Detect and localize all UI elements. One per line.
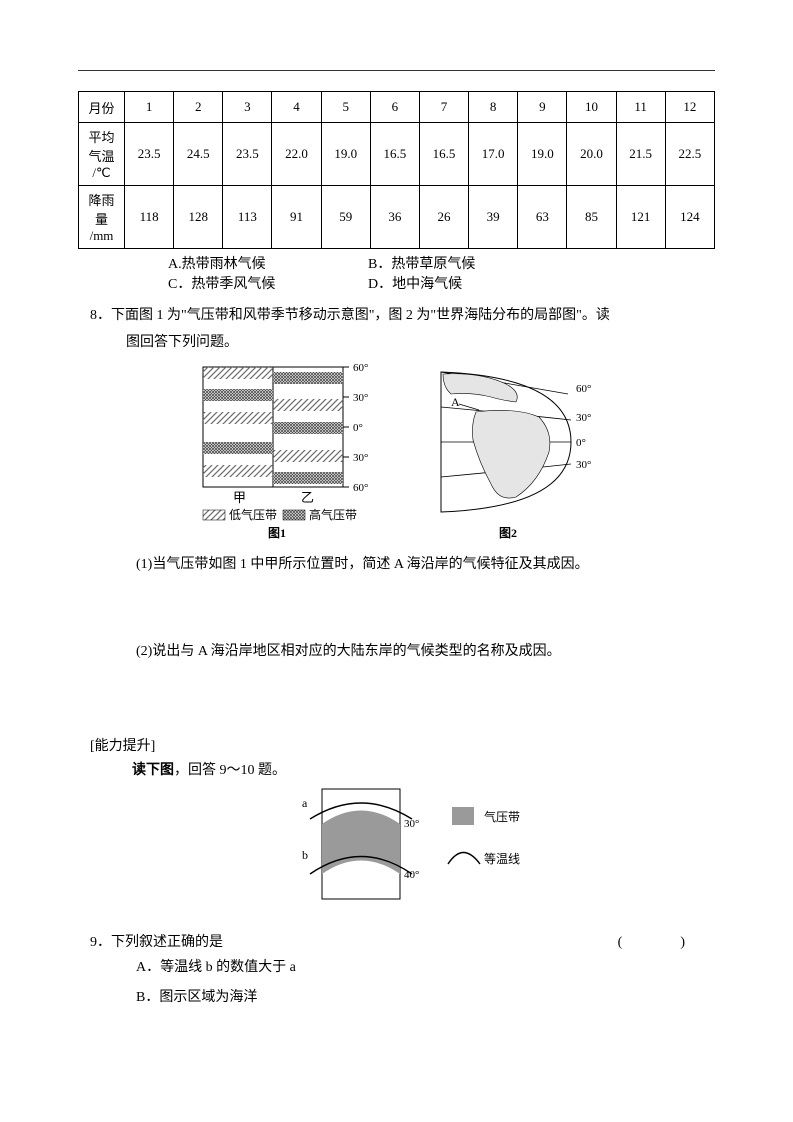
q8-sub2: (2)说出与 A 海沿岸地区相对应的大陆东岸的气候类型的名称及成因。 [136, 639, 715, 666]
cell: 121 [616, 186, 665, 249]
q9: 9．下列叙述正确的是 ( ) [90, 931, 715, 951]
cell: 7 [419, 92, 468, 123]
label-jia: 甲 [233, 490, 246, 505]
cell: 22.0 [272, 123, 321, 186]
cell: 22.5 [665, 123, 714, 186]
q7-options: A.热带雨林气候 B．热带草原气候 C．热带季风气候 D．地中海气候 [168, 253, 715, 293]
q8-text1: 下面图 1 为"气压带和风带季节移动示意图"，图 2 为"世界海陆分布的局部图"… [111, 308, 610, 323]
cell: 1 [125, 92, 174, 123]
cell: 16.5 [419, 123, 468, 186]
tick: 60° [353, 362, 368, 374]
cell: 128 [174, 186, 223, 249]
label: /℃ [92, 165, 110, 180]
label: 量 [95, 212, 108, 227]
top-rule [78, 70, 715, 71]
caption-fig2: 图2 [499, 526, 517, 540]
cell: 20.0 [567, 123, 616, 186]
table-row: 降雨 量 /mm 118 128 113 91 59 36 26 39 63 8… [79, 186, 715, 249]
label-b: b [302, 848, 308, 862]
tick: 30° [353, 452, 368, 464]
row-header-temp: 平均 气温 /℃ [79, 123, 125, 186]
label-yi: 乙 [301, 490, 314, 505]
figure-1: 60° 30° 0° 30° 60° 甲 乙 低气压带 高气压带 图 [183, 362, 393, 542]
option-c: C．热带季风气候 [168, 273, 368, 293]
cell: 16.5 [370, 123, 419, 186]
tick: 60° [576, 383, 591, 395]
cell: 118 [125, 186, 174, 249]
label-a: a [302, 796, 308, 810]
section-ability: [能力提升] 读下图，回答 9～10 题。 [90, 735, 715, 779]
figure-3-wrap: a b 30° 40° 气压带 等温线 [78, 779, 715, 919]
option-b: B．图示区域为海洋 [136, 983, 715, 1012]
cell: 2 [174, 92, 223, 123]
cell: 3 [223, 92, 272, 123]
legend-isotherm: 等温线 [484, 852, 520, 866]
row-header-month: 月份 [79, 92, 125, 123]
tick: 30° [576, 459, 591, 471]
cell: 11 [616, 92, 665, 123]
label: 气温 [88, 149, 114, 164]
cell: 19.0 [518, 123, 567, 186]
q8-num: 8． [90, 308, 111, 323]
instruction-bold: 读下图 [132, 763, 174, 778]
cell: 26 [419, 186, 468, 249]
cell: 21.5 [616, 123, 665, 186]
legend-low: 低气压带 [229, 507, 277, 522]
table-row: 平均 气温 /℃ 23.5 24.5 23.5 22.0 19.0 16.5 1… [79, 123, 715, 186]
tick: 60° [353, 482, 368, 494]
figure-2: A 60° 30° 0° 30° 图2 [421, 362, 611, 542]
cell: 23.5 [125, 123, 174, 186]
cell: 39 [469, 186, 518, 249]
table-row: 月份 1 2 3 4 5 6 7 8 9 10 11 12 [79, 92, 715, 123]
figures-q8: 60° 30° 0° 30° 60° 甲 乙 低气压带 高气压带 图 [78, 362, 715, 542]
option-a: A．等温线 b 的数值大于 a [136, 953, 715, 982]
q8-text2: 图回答下列问题。 [126, 330, 715, 357]
answer-paren: ( ) [618, 931, 695, 951]
cell: 9 [518, 92, 567, 123]
cell: 17.0 [469, 123, 518, 186]
q9-options: A．等温线 b 的数值大于 a B．图示区域为海洋 [136, 953, 715, 1012]
q9-num: 9． [90, 935, 111, 950]
legend-high: 高气压带 [309, 507, 357, 522]
cell: 63 [518, 186, 567, 249]
label-A: A [451, 395, 460, 409]
cell: 59 [321, 186, 370, 249]
tick-40: 40° [404, 869, 419, 881]
option-b: B．热带草原气候 [368, 253, 568, 273]
cell: 36 [370, 186, 419, 249]
tick: 30° [353, 392, 368, 404]
cell: 124 [665, 186, 714, 249]
tick: 30° [576, 412, 591, 424]
cell: 5 [321, 92, 370, 123]
cell: 8 [469, 92, 518, 123]
climate-table: 月份 1 2 3 4 5 6 7 8 9 10 11 12 平均 气温 /℃ 2… [78, 91, 715, 249]
cell: 10 [567, 92, 616, 123]
option-d: D．地中海气候 [368, 273, 568, 293]
cell: 19.0 [321, 123, 370, 186]
tick: 0° [353, 422, 363, 434]
instruction-rest: ，回答 9～10 题。 [174, 763, 286, 778]
q8-sub1: (1)当气压带如图 1 中甲所示位置时，简述 A 海沿岸的气候特征及其成因。 [136, 552, 715, 579]
cell: 4 [272, 92, 321, 123]
cell: 24.5 [174, 123, 223, 186]
row-header-rain: 降雨 量 /mm [79, 186, 125, 249]
cell: 12 [665, 92, 714, 123]
tick: 0° [576, 437, 586, 449]
q8: 8．下面图 1 为"气压带和风带季节移动示意图"，图 2 为"世界海陆分布的局部… [90, 303, 715, 356]
q9-text: 下列叙述正确的是 [111, 935, 223, 950]
section-heading: [能力提升] [90, 735, 715, 755]
label: /mm [90, 228, 114, 243]
cell: 113 [223, 186, 272, 249]
label: 降雨 [88, 193, 114, 208]
legend-pressure: 气压带 [484, 809, 520, 824]
option-a: A.热带雨林气候 [168, 253, 368, 273]
cell: 23.5 [223, 123, 272, 186]
label: 平均 [88, 130, 114, 145]
figure-3: a b 30° 40° 气压带 等温线 [252, 779, 542, 919]
caption-fig1: 图1 [268, 526, 286, 540]
cell: 6 [370, 92, 419, 123]
tick-30: 30° [404, 818, 419, 830]
cell: 85 [567, 186, 616, 249]
cell: 91 [272, 186, 321, 249]
